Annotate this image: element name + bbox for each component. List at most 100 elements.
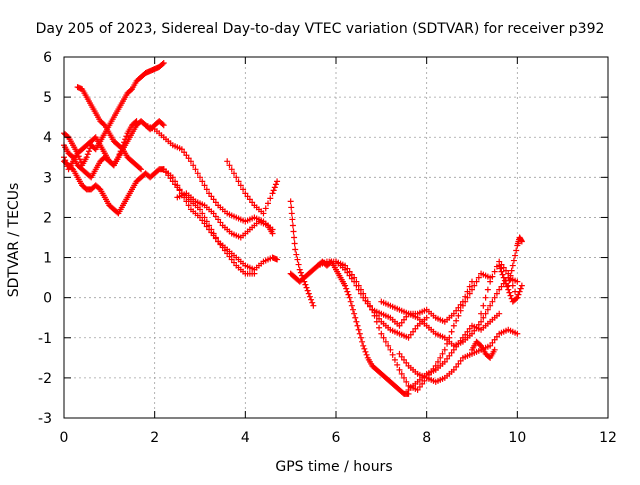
data-point-interp xyxy=(466,283,473,290)
data-point-interp xyxy=(246,196,253,203)
data-point-interp xyxy=(265,200,271,207)
data-series xyxy=(287,258,412,397)
data-point xyxy=(187,158,194,165)
x-tick-label: 0 xyxy=(60,430,69,446)
data-point xyxy=(355,326,362,333)
data-point-interp xyxy=(455,304,462,311)
data-point-interp xyxy=(435,358,441,365)
y-tick-label: -2 xyxy=(38,371,52,387)
data-point-interp xyxy=(363,351,370,358)
data-point xyxy=(160,60,167,67)
data-point xyxy=(423,314,430,321)
data-point-interp xyxy=(300,275,307,282)
data-point-interp xyxy=(354,322,361,329)
data-point xyxy=(342,282,349,289)
data-point xyxy=(269,190,276,197)
data-point-interp xyxy=(76,156,83,163)
data-point xyxy=(310,302,317,309)
data-point xyxy=(287,198,294,205)
data-point xyxy=(169,178,176,185)
data-point-interp xyxy=(96,185,103,192)
data-point-interp xyxy=(203,218,210,225)
data-point-interp xyxy=(484,286,491,293)
data-point xyxy=(450,322,457,329)
data-point xyxy=(133,118,140,125)
data-point-interp xyxy=(217,219,224,226)
data-point-interp xyxy=(291,234,298,241)
data-point-interp xyxy=(290,228,297,235)
y-tick-label: 5 xyxy=(43,90,52,106)
data-point-interp xyxy=(221,247,228,254)
data-point-interp xyxy=(235,178,242,185)
data-point xyxy=(115,154,122,161)
data-point xyxy=(251,270,258,277)
data-point-interp xyxy=(291,240,298,247)
y-tick-label: -1 xyxy=(38,331,52,347)
data-point-interp xyxy=(288,204,295,211)
data-point-interp xyxy=(297,269,304,276)
data-point xyxy=(224,250,231,257)
data-point-interp xyxy=(355,286,362,293)
data-point-interp xyxy=(499,271,506,278)
data-point-interp xyxy=(401,316,407,323)
data-point-interp xyxy=(84,151,91,158)
data-point xyxy=(378,330,385,337)
data-point-interp xyxy=(344,288,351,295)
data-point xyxy=(178,146,185,153)
data-point-interp xyxy=(212,213,219,220)
data-point xyxy=(346,294,353,301)
data-point-interp xyxy=(100,121,107,128)
data-point-interp xyxy=(455,360,462,367)
data-point-interp xyxy=(346,272,353,279)
data-point-interp xyxy=(403,359,410,366)
data-series xyxy=(478,258,521,317)
y-tick-label: 1 xyxy=(43,251,52,267)
data-point-interp xyxy=(410,328,417,335)
data-point-interp xyxy=(498,283,505,290)
data-point-interp xyxy=(159,61,166,68)
data-point xyxy=(305,290,312,297)
data-point-interp xyxy=(244,193,251,200)
data-point-interp xyxy=(503,267,509,274)
data-point-interp xyxy=(167,175,174,182)
data-point-interp xyxy=(462,331,469,338)
x-tick-label: 2 xyxy=(150,430,159,446)
data-point-interp xyxy=(453,363,460,370)
data-point-interp xyxy=(504,283,511,290)
data-point xyxy=(405,334,412,341)
data-point xyxy=(274,256,281,263)
data-point-interp xyxy=(385,342,392,349)
data-point-interp xyxy=(306,293,313,300)
data-point-interp xyxy=(491,336,498,343)
data-point xyxy=(396,322,403,329)
data-point-interp xyxy=(480,302,487,309)
data-point xyxy=(387,346,394,353)
data-point-interp xyxy=(272,181,279,188)
data-point-interp xyxy=(294,256,301,263)
data-point-interp xyxy=(376,324,383,331)
data-series xyxy=(224,158,281,217)
data-point-interp xyxy=(190,162,197,169)
data-point-interp xyxy=(183,152,190,159)
data-point-interp xyxy=(498,268,505,275)
data-point-interp xyxy=(482,294,489,301)
data-point-interp xyxy=(512,288,519,295)
data-point-interp xyxy=(172,181,179,188)
data-point-interp xyxy=(509,282,516,289)
data-point-interp xyxy=(228,166,235,173)
data-point-interp xyxy=(199,210,206,217)
data-point xyxy=(292,246,299,253)
data-point-interp xyxy=(353,318,360,325)
data-point-interp xyxy=(457,357,464,364)
data-point xyxy=(487,302,494,309)
data-point-interp xyxy=(299,272,305,279)
data-point-interp xyxy=(176,187,183,194)
data-point-interp xyxy=(507,292,514,299)
data-point-interp xyxy=(185,155,192,162)
data-point-interp xyxy=(498,261,505,268)
data-point xyxy=(414,386,421,393)
data-point-interp xyxy=(174,184,181,191)
data-point-interp xyxy=(362,297,369,304)
